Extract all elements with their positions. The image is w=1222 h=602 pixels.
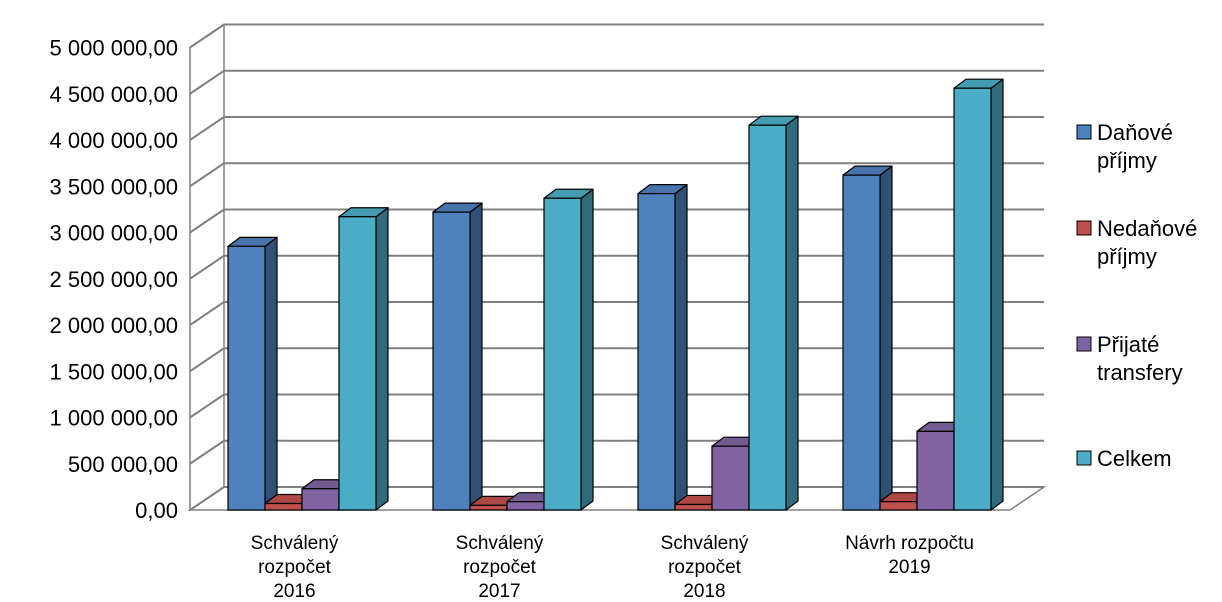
bar-front [432,211,471,511]
x-tick-line: rozpočet [258,557,332,578]
legend-item: Celkem [1076,446,1172,471]
legend-label-line: příjmy [1097,148,1157,173]
x-tick-line: 2018 [683,581,725,602]
y-tick-label: 3 000 000,00 [50,221,178,246]
gridline [189,393,1044,419]
gridline [189,116,1044,141]
bar-front [711,445,750,511]
legend-label-line: Daňové [1097,120,1173,145]
bar-front [338,216,377,511]
bar-front [301,488,340,511]
bar-front [953,87,992,511]
legend-label: Přijaté transfery [1097,332,1183,385]
bar-series [227,78,1004,511]
chart-walls [187,23,1047,512]
bar-side [785,115,799,511]
legend-label-line: Nedaňové [1097,216,1197,241]
y-tick-label: 500 000,00 [68,452,178,477]
legend-swatch [1076,124,1092,140]
gridline [189,23,1044,49]
y-tick-label: 4 500 000,00 [50,82,178,107]
gridline [189,301,1044,326]
x-tick-line: rozpočet [463,557,537,578]
bar-side [990,78,1004,511]
gridline [189,347,1044,373]
x-tick-line: rozpočet [668,557,742,578]
bar-front [637,193,676,511]
legend-item: Přijaté transfery [1076,332,1183,385]
legend-swatch [1076,220,1092,236]
x-tick-label: Schválený rozpočet 2017 [456,533,544,602]
bar [227,236,278,511]
y-tick-label: 5 000 000,00 [50,36,178,61]
bar-side [375,207,389,511]
bar [543,188,594,511]
legend-item: Nedaňové příjmy [1076,216,1197,269]
y-axis-tick-labels: 0,00 500 000,00 1 000 000,00 1 500 000,00 2 … [50,36,178,524]
y-tick-label: 3 500 000,00 [50,174,178,199]
y-tick-label: 4 000 000,00 [50,128,178,153]
y-tick-label: 2 000 000,00 [50,313,178,338]
bar-front [264,502,303,511]
legend-label: Celkem [1097,446,1172,471]
legend-item: Daňové příjmy [1076,120,1173,173]
bar-side [469,202,483,511]
bar-front [674,503,713,511]
bar-side [580,188,594,511]
x-tick-line: 2016 [273,581,315,602]
legend-label-line: příjmy [1097,244,1157,269]
bar [432,202,483,511]
legend-label-line: transfery [1097,360,1183,385]
bar [953,78,1004,511]
gridline [189,439,1044,465]
legend-label: Daňové příjmy [1097,120,1173,173]
x-tick-line: Schválený [456,533,544,554]
bar-front [879,501,918,511]
bar-side [264,236,278,511]
y-tick-label: 1 500 000,00 [50,359,178,384]
bar [338,207,389,511]
gridline [189,254,1044,280]
bar [637,184,688,511]
bar [842,165,893,511]
bar-front [916,430,955,511]
gridline [189,162,1044,188]
bar-front [842,174,881,511]
bar-side [879,165,893,511]
legend-label-line: Přijaté [1097,332,1159,357]
legend-label-line: Celkem [1097,446,1172,471]
x-tick-label: Návrh rozpočtu 2019 [845,533,974,578]
bar-front [227,245,266,511]
x-tick-label: Schválený rozpočet 2018 [661,533,749,602]
legend-swatch [1076,450,1092,466]
x-tick-line: 2019 [888,557,930,578]
legend: Daňové příjmy Nedaňové příjmy Přijaté transfe… [1076,120,1197,471]
x-tick-line: 2017 [478,581,520,602]
bar-front [748,124,787,511]
gridline [189,69,1044,95]
legend-label: Nedaňové příjmy [1097,216,1197,269]
bar-front [469,504,508,511]
x-tick-line: Schválený [661,533,749,554]
bar-front [543,197,582,511]
x-tick-line: Schválený [251,533,339,554]
legend-swatch [1076,336,1092,352]
bar-side [674,184,688,511]
y-tick-label: 0,00 [135,498,178,523]
x-tick-label: Schválený rozpočet 2016 [251,533,339,602]
y-tick-label: 1 000 000,00 [50,406,178,431]
gridlines [189,23,1044,511]
y-tick-label: 2 500 000,00 [50,267,178,292]
x-tick-line: Návrh rozpočtu [845,533,974,554]
x-axis-tick-labels: Schválený rozpočet 2016 Schválený rozpočet 20… [251,533,974,602]
bar-front [506,501,545,511]
gridline [189,208,1044,234]
bar [748,115,799,511]
